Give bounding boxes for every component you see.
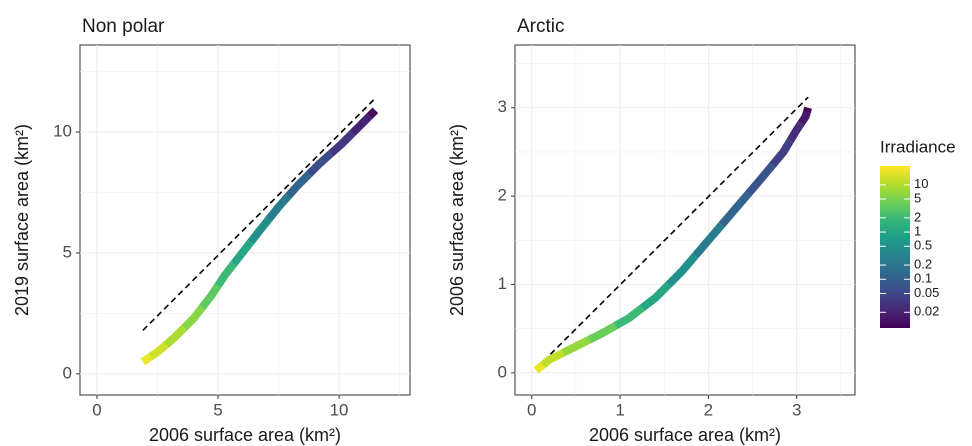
curve-segment xyxy=(265,193,292,222)
curve-segment xyxy=(560,336,591,357)
curve-segment xyxy=(163,325,187,348)
x-tick-label: 10 xyxy=(330,400,349,419)
reference-line xyxy=(535,96,809,370)
colorbar-tick-label: 0.1 xyxy=(914,271,932,286)
x-axis-label: 2006 surface area (km²) xyxy=(149,425,341,445)
curve-segment xyxy=(214,261,237,288)
curve-segment xyxy=(745,162,776,197)
curve-segment xyxy=(366,107,379,120)
x-tick-label: 1 xyxy=(615,400,624,419)
colorbar-tick-label: 2 xyxy=(914,209,921,224)
curve-segment xyxy=(247,216,272,245)
y-tick-label: 10 xyxy=(53,122,72,141)
curve-segment xyxy=(639,281,672,312)
x-tick-label: 0 xyxy=(92,400,101,419)
curve-segment xyxy=(769,138,794,168)
x-tick-label: 2 xyxy=(704,400,713,419)
curve-segment xyxy=(327,130,356,157)
curve-segment xyxy=(803,106,813,114)
x-tick-label: 5 xyxy=(213,400,222,419)
colorbar-tick-label: 0.02 xyxy=(914,304,939,319)
y-axis-label: 2006 surface area (km²) xyxy=(447,124,467,316)
curve-segment xyxy=(540,349,565,369)
curve-segment xyxy=(786,121,805,143)
curve-segment xyxy=(692,222,725,259)
colorbar-tick-label: 0.2 xyxy=(914,256,932,271)
curve-segment xyxy=(797,111,811,126)
curve-segment xyxy=(613,304,645,330)
y-tick-label: 0 xyxy=(498,362,507,381)
y-tick-label: 5 xyxy=(63,242,72,261)
x-tick-label: 0 xyxy=(527,400,536,419)
curve-segment xyxy=(587,322,618,344)
colorbar xyxy=(880,166,910,328)
colorbar-tick-label: 10 xyxy=(914,176,928,191)
chart-title: Arctic xyxy=(517,16,565,37)
curve-segment xyxy=(230,239,254,267)
y-tick-label: 2 xyxy=(498,186,507,205)
curve-segment xyxy=(285,171,312,199)
colorbar-tick-label: 0.05 xyxy=(914,285,939,300)
curve-segment xyxy=(665,253,699,288)
curve-segment xyxy=(349,113,373,137)
x-axis-label: 2006 surface area (km²) xyxy=(589,425,781,445)
colorbar-title: Irradiance xyxy=(880,137,956,156)
curve-segment xyxy=(147,341,169,361)
y-tick-label: 0 xyxy=(63,363,72,382)
colorbar-tick-label: 0.5 xyxy=(914,238,932,253)
colorbar-tick-label: 1 xyxy=(914,223,921,238)
curve-segment xyxy=(140,353,153,366)
chart-title: Non polar xyxy=(82,16,165,37)
y-tick-label: 1 xyxy=(498,274,507,293)
curve-segment xyxy=(533,361,546,374)
reference-line xyxy=(142,97,376,331)
curve-segment xyxy=(199,283,222,310)
curve-segment xyxy=(305,150,334,178)
panel xyxy=(79,44,411,396)
curve-segment xyxy=(181,304,206,331)
curve-segment xyxy=(718,191,752,228)
colorbar-tick-label: 5 xyxy=(914,190,921,205)
y-tick-label: 3 xyxy=(498,97,507,116)
y-axis-label: 2019 surface area (km²) xyxy=(12,124,32,316)
x-tick-label: 3 xyxy=(792,400,801,419)
